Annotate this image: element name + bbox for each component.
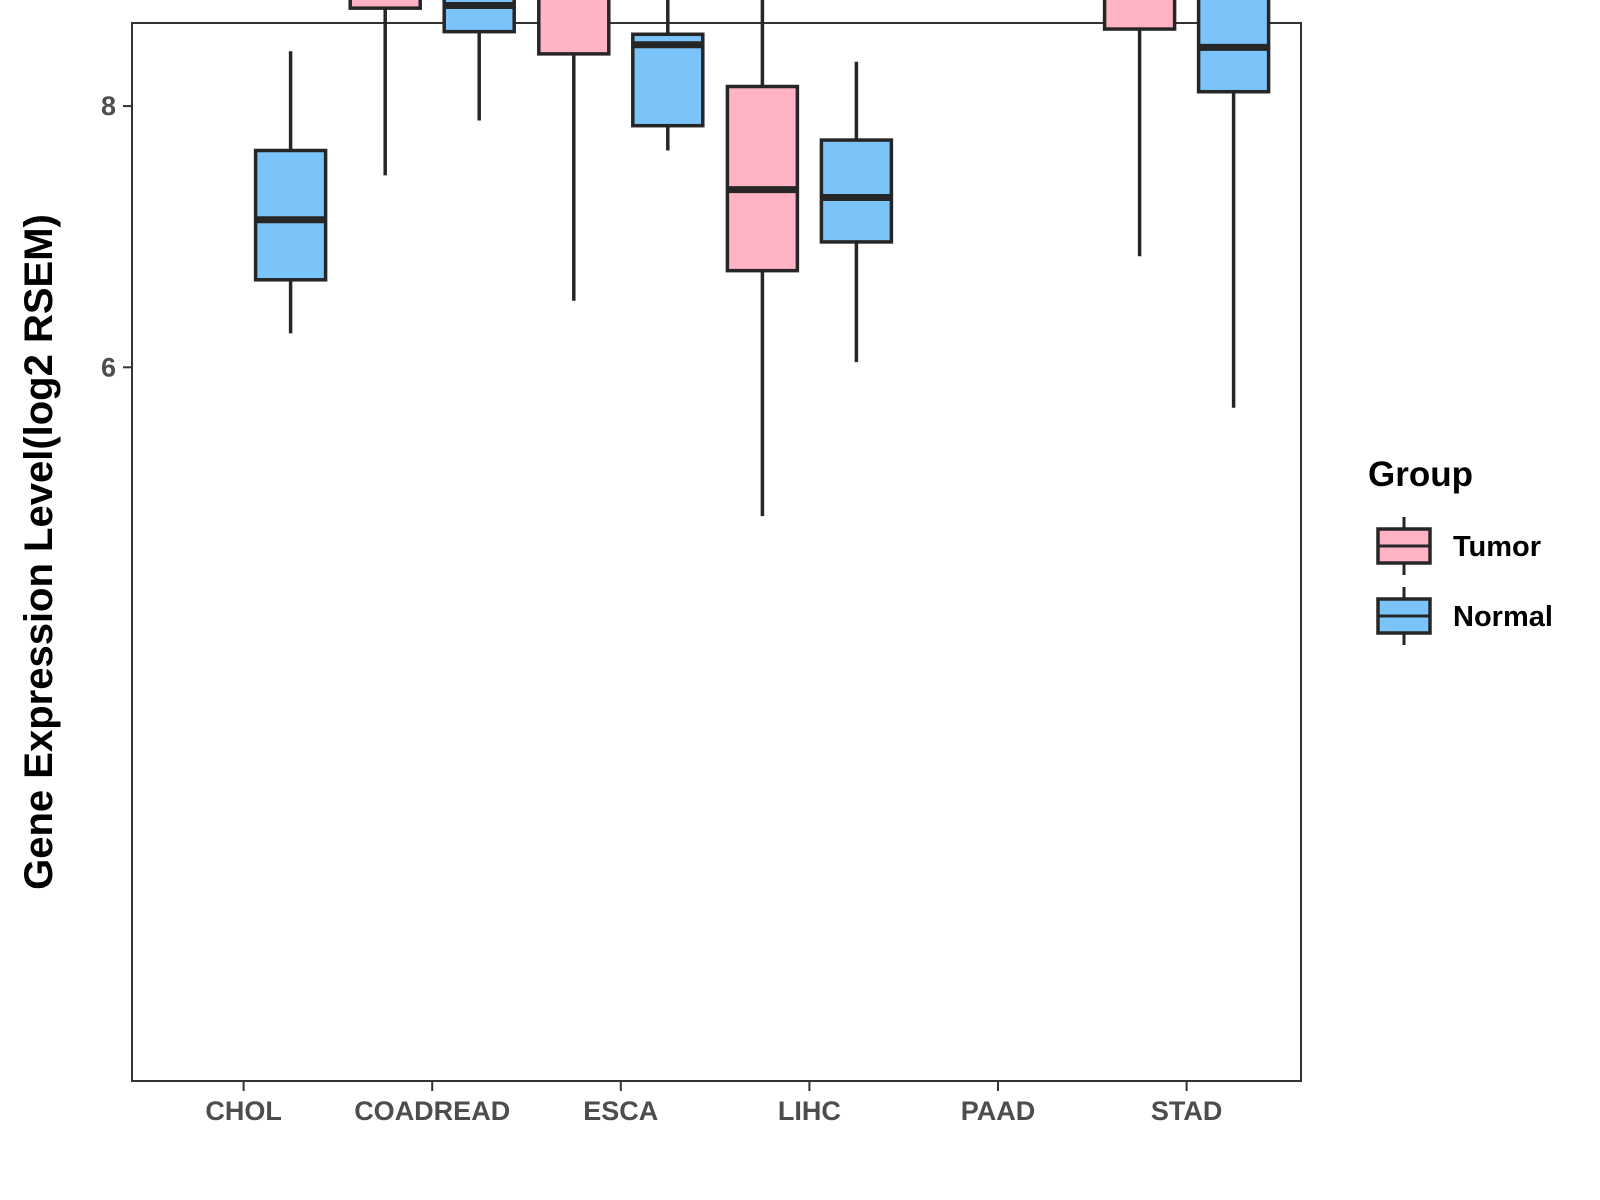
legend: Group Tumor Normal (1368, 455, 1553, 645)
y-tick-label: 8 (101, 91, 116, 121)
box-tumor-stad (1102, 0, 1177, 257)
box-body (725, 84, 800, 273)
box-body (631, 32, 705, 128)
box-tumor-coadread (348, 0, 422, 176)
box-tumor-esca (537, 0, 611, 301)
x-tick-label: PAAD (961, 1096, 1036, 1126)
x-tick-label: STAD (1151, 1096, 1223, 1126)
box-body (253, 148, 328, 282)
legend-key-normal (1376, 587, 1432, 645)
box-body (537, 0, 611, 56)
legend-label-tumor: Tumor (1453, 531, 1541, 563)
legend-title: Group (1368, 455, 1473, 494)
y-axis-title: Gene Expression Level(log2 RSEM) (17, 214, 61, 890)
y-tick-label: 6 (101, 352, 116, 382)
box-body (1102, 0, 1177, 31)
box-normal-chol (253, 51, 328, 334)
box-body (348, 0, 422, 10)
box-normal-stad (1196, 0, 1271, 408)
box-normal-coadread (442, 0, 516, 121)
box-normal-esca (631, 0, 705, 151)
box-normal-lihc (819, 61, 894, 363)
x-tick-label: CHOL (205, 1096, 282, 1126)
legend-key-tumor (1376, 517, 1432, 575)
panel-border (131, 22, 1302, 1082)
y-axis: 681012 (101, 91, 132, 382)
x-tick-label: ESCA (583, 1096, 658, 1126)
x-axis: CHOL COADREAD ESCA LIHC PAAD STAD (205, 1081, 1222, 1126)
x-tick-label: LIHC (778, 1096, 841, 1126)
x-tick-label: COADREAD (354, 1096, 510, 1126)
box-tumor-lihc (725, 0, 800, 517)
box-body (819, 138, 894, 244)
box-group (253, 0, 1271, 517)
legend-label-normal: Normal (1453, 601, 1553, 633)
